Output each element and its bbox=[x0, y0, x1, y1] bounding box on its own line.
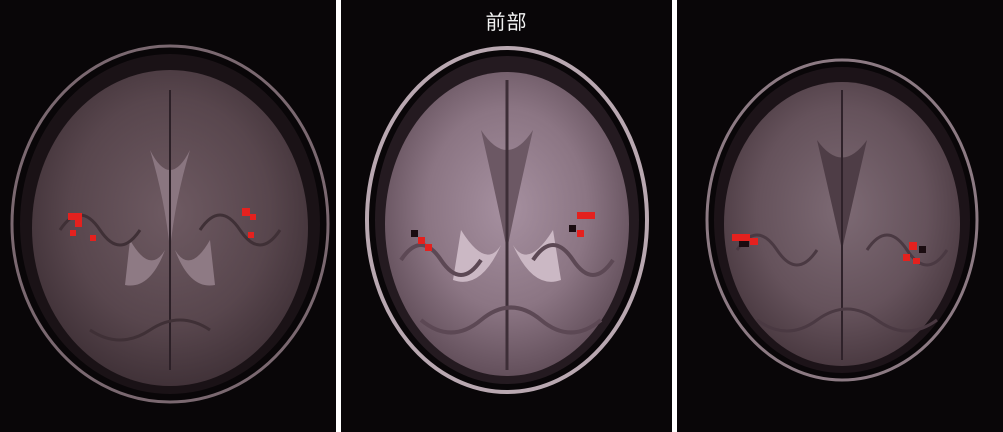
mri-panel-left bbox=[0, 0, 336, 432]
mri-slice-right bbox=[705, 58, 979, 382]
activation-left bbox=[411, 230, 432, 251]
mri-slice-left bbox=[10, 44, 330, 404]
mri-slice-center bbox=[365, 46, 649, 394]
mri-panel-right bbox=[677, 0, 1003, 432]
activation-left bbox=[68, 213, 96, 241]
anterior-label: 前部 bbox=[485, 10, 528, 34]
activation-right bbox=[903, 242, 926, 264]
activation-right bbox=[569, 212, 595, 237]
activation-right bbox=[242, 208, 256, 238]
mri-panel-center: 前部 bbox=[341, 0, 672, 432]
activation-left bbox=[732, 234, 758, 247]
